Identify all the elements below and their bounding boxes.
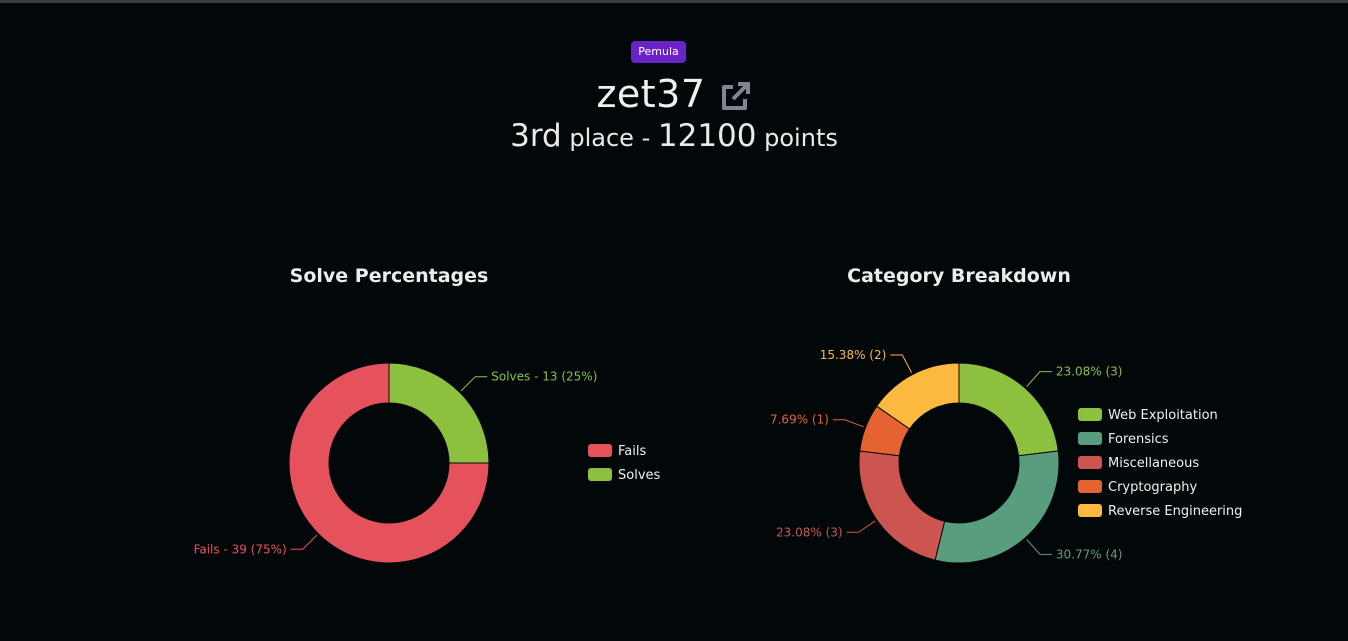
- legend-item[interactable]: Miscellaneous: [1078, 456, 1199, 471]
- pie-slice-solves[interactable]: [388, 362, 490, 464]
- external-link-icon[interactable]: [718, 80, 752, 114]
- pie-slice-reverse-engineering[interactable]: [876, 362, 960, 430]
- legend-swatch: [1078, 504, 1102, 517]
- leader-line: [890, 354, 913, 373]
- place-word: place: [569, 124, 634, 152]
- legend-label: Fails: [618, 444, 646, 459]
- legend-label: Solves: [618, 468, 661, 483]
- standing-line: 3rd place - 12100 points: [0, 118, 1348, 154]
- legend-swatch: [1078, 432, 1102, 445]
- points-value: 12100: [657, 118, 757, 154]
- data-label: 7.69% (1): [770, 413, 829, 427]
- leader-line: [832, 419, 864, 428]
- legend-item[interactable]: Forensics: [1078, 432, 1169, 447]
- legend-label: Cryptography: [1108, 480, 1197, 495]
- standing-separator: -: [633, 124, 658, 152]
- legend-item[interactable]: Solves: [588, 468, 661, 483]
- chart-title: Category Breakdown: [847, 265, 1071, 287]
- leader-line: [846, 520, 876, 533]
- legend-label: Web Exploitation: [1108, 408, 1218, 423]
- pie-slice-miscellaneous[interactable]: [858, 450, 946, 561]
- chart-2: Category Breakdown 23.08% (3) 30.77% (4) 23…: [770, 265, 1242, 564]
- rank-badge: Pemula: [631, 41, 686, 63]
- data-label: 15.38% (2): [820, 348, 887, 362]
- data-label: 23.08% (3): [1056, 365, 1123, 379]
- legend-swatch: [1078, 408, 1102, 421]
- points-word: points: [764, 124, 838, 152]
- pie-slice-fails[interactable]: [288, 362, 490, 564]
- chart-title: Solve Percentages: [290, 265, 489, 287]
- data-label: 30.77% (4): [1056, 547, 1123, 561]
- legend-item[interactable]: Reverse Engineering: [1078, 504, 1242, 519]
- legend-swatch: [1078, 480, 1102, 493]
- leader-line: [460, 376, 488, 392]
- legend-label: Forensics: [1108, 432, 1169, 447]
- legend-swatch: [588, 444, 612, 457]
- pie-slice-web-exploitation[interactable]: [958, 362, 1059, 457]
- legend-item[interactable]: Web Exploitation: [1078, 408, 1218, 423]
- legend-swatch: [588, 468, 612, 481]
- leader-line: [290, 534, 318, 550]
- username: zet37: [596, 72, 706, 116]
- data-label: 23.08% (3): [776, 525, 843, 539]
- window-top-border: [0, 0, 1348, 3]
- data-label: Fails - 39 (75%): [194, 542, 287, 556]
- pie-slice-forensics[interactable]: [934, 450, 1060, 564]
- place-value: 3rd: [510, 118, 562, 154]
- data-label: Solves - 13 (25%): [491, 370, 597, 384]
- legend-item[interactable]: Cryptography: [1078, 480, 1197, 495]
- legend-label: Reverse Engineering: [1108, 504, 1242, 519]
- leader-line: [1026, 539, 1052, 555]
- legend-label: Miscellaneous: [1108, 456, 1199, 471]
- legend-swatch: [1078, 456, 1102, 469]
- leader-line: [1026, 371, 1052, 387]
- user-header: zet37: [0, 72, 1348, 116]
- legend-item[interactable]: Fails: [588, 444, 646, 459]
- chart-1: Solve Percentages Fails - 39 (75%) Solves …: [194, 265, 661, 564]
